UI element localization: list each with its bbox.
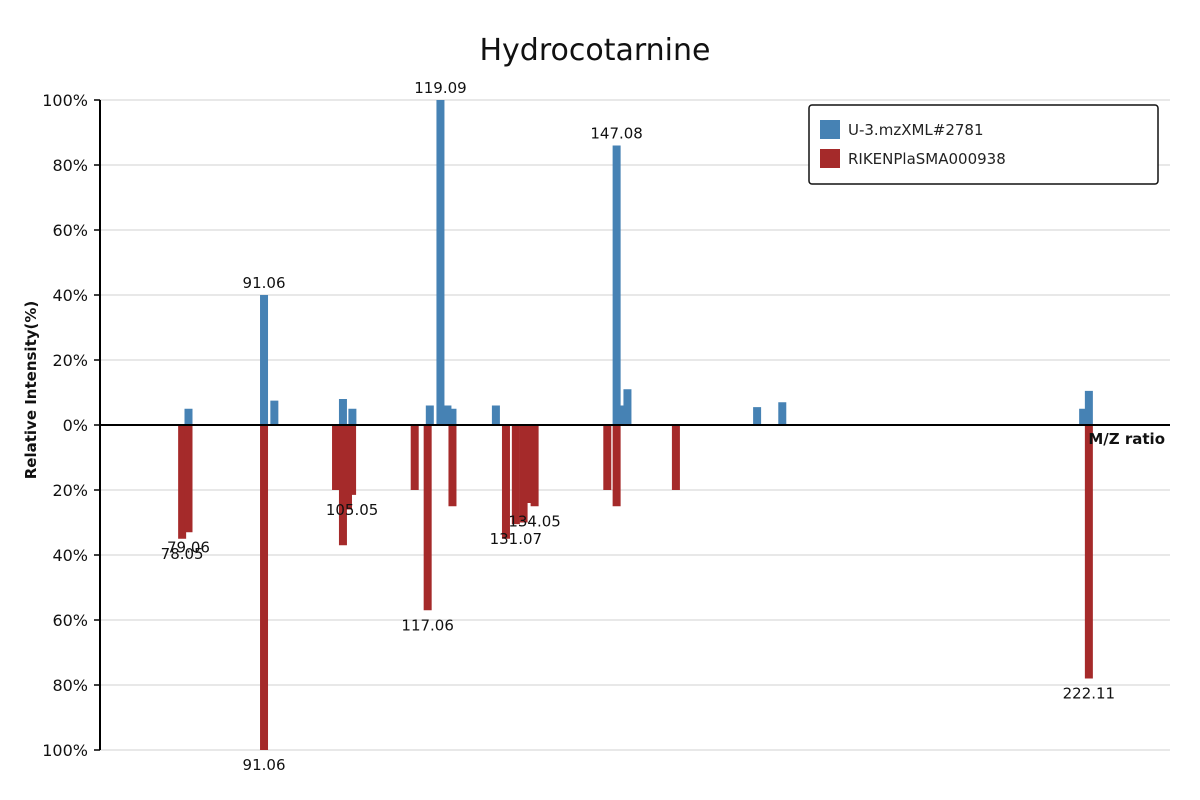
legend-entry: RIKENPlaSMA000938: [848, 150, 1006, 168]
spectrum-bar: [623, 389, 632, 425]
spectrum-bar: [348, 425, 357, 495]
spectrum-bar: [671, 425, 680, 490]
chart-title: Hydrocotarnine: [479, 33, 710, 68]
y-tick-label: 60%: [52, 611, 88, 630]
peak-label: 147.08: [590, 125, 643, 143]
legend-box: [808, 104, 1159, 185]
spectrum-bar: [530, 425, 539, 507]
spectrum-bar: [260, 425, 269, 750]
spectrum-bars: [178, 100, 1093, 750]
y-tick-label: 60%: [52, 221, 88, 240]
peak-label: 222.11: [1063, 685, 1116, 703]
legend-entry: U-3.mzXML#2781: [848, 121, 984, 139]
spectrum-bar: [425, 405, 434, 425]
spectrum-bar: [343, 425, 352, 510]
y-tick-label: 40%: [52, 546, 88, 565]
y-tick-label: 0%: [63, 416, 88, 435]
legend-swatch: [820, 149, 840, 168]
spectrum-bar: [338, 399, 347, 425]
spectrum-bar: [612, 145, 621, 425]
spectrum-bar: [423, 425, 432, 611]
spectrum-bar: [612, 425, 621, 507]
spectrum-bar: [1084, 390, 1093, 425]
legend-swatch: [820, 120, 840, 139]
spectrum-bar: [525, 425, 534, 503]
spectrum-bar: [448, 408, 457, 425]
y-axis-ticks: 100% 80% 60% 40% 20% 0% 20% 40% 60% 80% 100%: [42, 91, 100, 760]
peak-label: 131.07: [490, 530, 543, 548]
y-tick-label: 100%: [42, 91, 88, 110]
spectrum-bar: [332, 425, 341, 490]
peak-label: 134.05: [508, 512, 561, 530]
y-axis-label: Relative Intensity(%): [22, 301, 40, 480]
peak-label: 117.06: [401, 616, 454, 634]
spectrum-bar: [1084, 425, 1093, 679]
y-tick-label: 20%: [52, 481, 88, 500]
peak-label: 105.05: [326, 501, 379, 519]
spectrum-bar: [778, 402, 787, 425]
spectrum-bar: [443, 405, 452, 425]
peak-label: 78.05: [161, 545, 204, 563]
peak-label: 79.06: [167, 538, 210, 556]
spectrum-bar: [603, 425, 612, 490]
spectrum-bar: [491, 405, 500, 425]
y-tick-label: 80%: [52, 676, 88, 695]
peak-label: 119.09: [414, 79, 467, 97]
spectrum-bar: [260, 295, 269, 425]
spectrum-bar: [519, 425, 528, 523]
y-tick-label: 40%: [52, 286, 88, 305]
peak-label: 91.06: [243, 274, 286, 292]
spectrum-bar: [436, 100, 445, 425]
spectrum-bar: [338, 425, 347, 546]
y-tick-label: 80%: [52, 156, 88, 175]
grid-lines: [100, 99, 1170, 751]
spectrum-bar: [270, 400, 279, 425]
legend: U-3.mzXML#2781 RIKENPlaSMA000938: [808, 104, 1159, 185]
spectrum-bar: [753, 407, 762, 425]
peak-label: 91.06: [243, 756, 286, 774]
x-axis-label: M/Z ratio: [1088, 430, 1165, 448]
spectrum-bar: [178, 425, 187, 539]
y-tick-label: 20%: [52, 351, 88, 370]
spectrum-bar: [501, 425, 510, 539]
spectrum-bar: [410, 425, 419, 490]
spectrum-bar: [448, 425, 457, 507]
spectrum-bar: [184, 425, 193, 533]
spectrum-bar: [348, 408, 357, 425]
y-tick-label: 100%: [42, 741, 88, 760]
spectrum-bar: [1079, 408, 1088, 425]
spectrum-bar: [184, 408, 193, 425]
spectrum-bar: [511, 425, 520, 525]
